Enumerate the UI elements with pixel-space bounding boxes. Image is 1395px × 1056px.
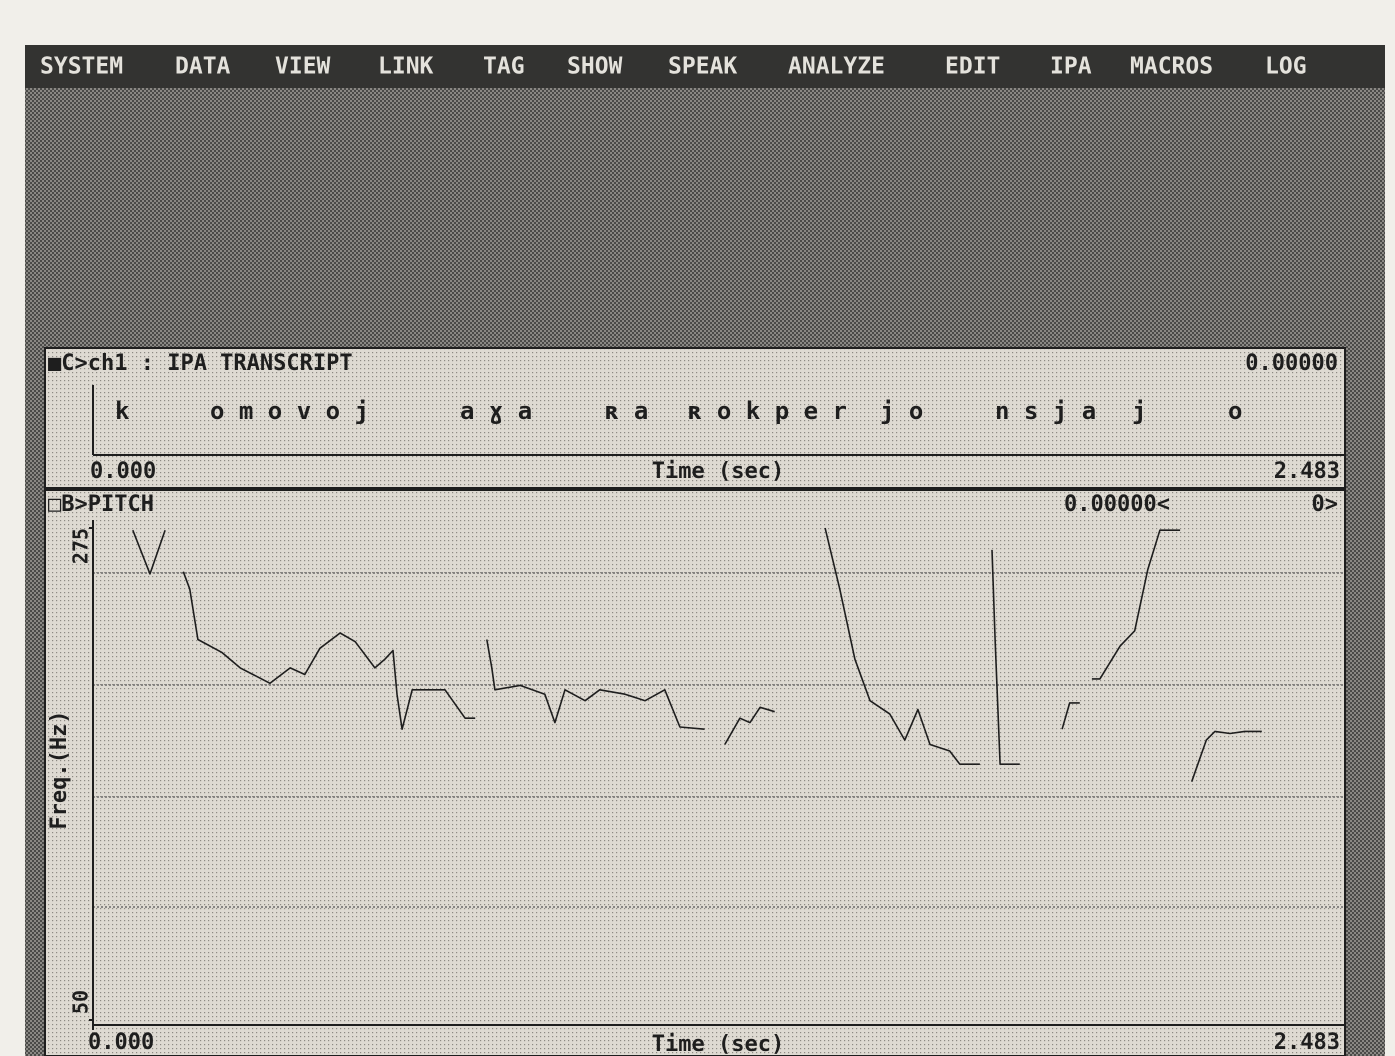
menu-item[interactable]: LINK bbox=[378, 54, 434, 80]
panel-title: □B>PITCH bbox=[48, 492, 154, 517]
ipa-segment: a ɣ a bbox=[460, 397, 532, 425]
x-tick-label: 2.483 bbox=[1274, 1030, 1340, 1055]
menu-item[interactable]: MACROS bbox=[1130, 54, 1213, 80]
ipa-segment: j o bbox=[880, 397, 923, 425]
screen-photo: SYSTEM DATA VIEW LINK TAG SHOW SPEAK ANALYZE EDI… bbox=[0, 0, 1395, 1056]
ipa-segment: o m o v o j bbox=[210, 397, 369, 425]
y-tick-label: 50 bbox=[69, 990, 93, 1014]
menu-item[interactable]: DATA bbox=[175, 54, 231, 80]
menu-item[interactable]: SYSTEM bbox=[40, 54, 123, 80]
x-axis-label: Time (sec) bbox=[652, 1032, 784, 1056]
ipa-segment: j bbox=[1132, 397, 1146, 425]
time-end: 2.483 bbox=[1274, 459, 1340, 484]
menu-item[interactable]: SHOW bbox=[567, 54, 623, 80]
y-axis-label: Freq.(Hz) bbox=[47, 710, 72, 829]
panel-title: ■C>ch1 : IPA TRANSCRIPT bbox=[48, 351, 353, 376]
menu-item[interactable]: LOG bbox=[1265, 54, 1307, 80]
menu-item[interactable]: ANALYZE bbox=[788, 54, 885, 80]
menu-item[interactable]: IPA bbox=[1050, 54, 1092, 80]
cursor-readout: 0.00000 bbox=[1245, 351, 1338, 376]
menu-item[interactable]: VIEW bbox=[275, 54, 331, 80]
menu-item[interactable]: EDIT bbox=[945, 54, 1000, 80]
marker-readout: 0> bbox=[1312, 492, 1339, 517]
ipa-segment: n s j a bbox=[995, 397, 1096, 425]
y-tick-label: 275 bbox=[69, 528, 93, 564]
time-start: 0.000 bbox=[90, 459, 156, 484]
ipa-segment: ʀ o k p e r bbox=[688, 397, 847, 425]
cursor-readout: 0.00000< bbox=[1064, 492, 1170, 517]
pitch-panel bbox=[45, 490, 1345, 1056]
ipa-segment: ʀ a bbox=[605, 397, 648, 425]
menu-item[interactable]: TAG bbox=[483, 54, 525, 80]
ipa-segment: k bbox=[115, 397, 130, 425]
x-axis-label: Time (sec) bbox=[652, 459, 784, 484]
menu-item[interactable]: SPEAK bbox=[668, 54, 737, 80]
x-tick-label: 0.000 bbox=[88, 1030, 154, 1055]
ipa-segment: o bbox=[1228, 397, 1242, 425]
